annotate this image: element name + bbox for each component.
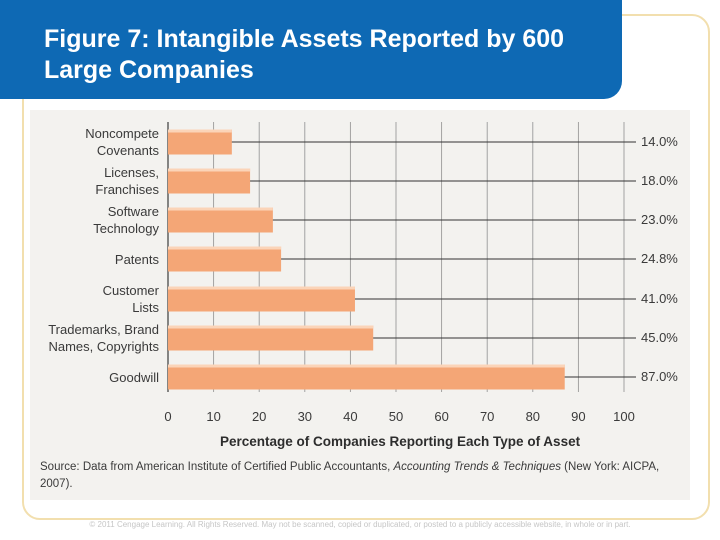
slide-title: Figure 7: Intangible Assets Reported by … — [44, 25, 565, 84]
bar-highlight — [168, 246, 282, 250]
bar-highlight — [168, 364, 565, 368]
category-label: Patents — [115, 251, 159, 268]
category-label-line: Lists — [132, 300, 159, 315]
x-tick-label: 30 — [297, 409, 313, 424]
category-label: Goodwill — [109, 369, 159, 386]
copyright-footer: © 2011 Cengage Learning. All Rights Rese… — [89, 520, 631, 529]
category-label-line: Customer — [102, 283, 159, 298]
value-label: 87.0% — [641, 369, 678, 384]
value-label: 23.0% — [641, 212, 678, 227]
category-label: Trademarks, Brand Names, Copyrights — [48, 321, 159, 355]
value-label: 41.0% — [641, 291, 678, 306]
category-label: Licenses, Franchises — [95, 164, 159, 198]
x-tick-label: 90 — [571, 409, 586, 424]
bar — [168, 286, 355, 312]
source-italic: Accounting Trends & Techniques — [393, 461, 561, 473]
value-label: 18.0% — [641, 173, 678, 188]
category-label-line: Technology — [93, 221, 159, 236]
x-tick-label: 50 — [388, 409, 404, 424]
category-label: Software Technology — [93, 203, 159, 237]
category-label: Customer Lists — [103, 282, 159, 316]
source-note: Source: Data from American Institute of … — [40, 459, 680, 493]
category-label-line: Software — [107, 204, 159, 219]
bar-highlight — [168, 207, 273, 211]
x-axis-label: Percentage of Companies Reporting Each T… — [220, 434, 581, 449]
bar — [168, 246, 282, 272]
category-label-line: Covenants — [96, 143, 159, 158]
value-label: 45.0% — [641, 330, 678, 345]
value-label: 24.8% — [641, 251, 678, 266]
category-label-line: Goodwill — [109, 369, 159, 385]
category-label: Noncompete Covenants — [85, 125, 159, 159]
bar — [168, 129, 232, 155]
category-label-line: Licenses, — [104, 165, 159, 180]
bar-highlight — [168, 168, 251, 172]
bar-highlight — [168, 286, 355, 290]
bar — [168, 364, 565, 390]
chart-background — [30, 110, 690, 500]
source-prefix: Source: Data from American Institute of … — [40, 461, 394, 473]
x-tick-label: 80 — [525, 409, 541, 424]
bar — [168, 325, 374, 351]
x-tick-label: 70 — [479, 409, 495, 424]
x-tick-label: 0 — [164, 409, 172, 424]
title-banner: Figure 7: Intangible Assets Reported by … — [0, 0, 622, 99]
bar — [168, 207, 273, 233]
category-label-line: Trademarks, Brand — [48, 322, 159, 337]
bar — [168, 168, 251, 194]
category-label-line: Patents — [114, 251, 159, 267]
source-suffix: (New York: AICPA, 2007). — [40, 461, 660, 490]
x-tick-label: 100 — [613, 409, 635, 424]
x-tick-label: 60 — [434, 409, 449, 424]
x-tick-label: 20 — [251, 409, 267, 424]
x-tick-label: 10 — [206, 409, 221, 424]
value-label: 14.0% — [641, 134, 678, 149]
bar-highlight — [168, 129, 232, 133]
x-tick-label: 40 — [343, 409, 358, 424]
category-label-line: Franchises — [95, 182, 159, 197]
category-label-line: Names, Copyrights — [48, 339, 159, 354]
bar-highlight — [168, 325, 374, 329]
category-label-line: Noncompete — [85, 126, 159, 141]
